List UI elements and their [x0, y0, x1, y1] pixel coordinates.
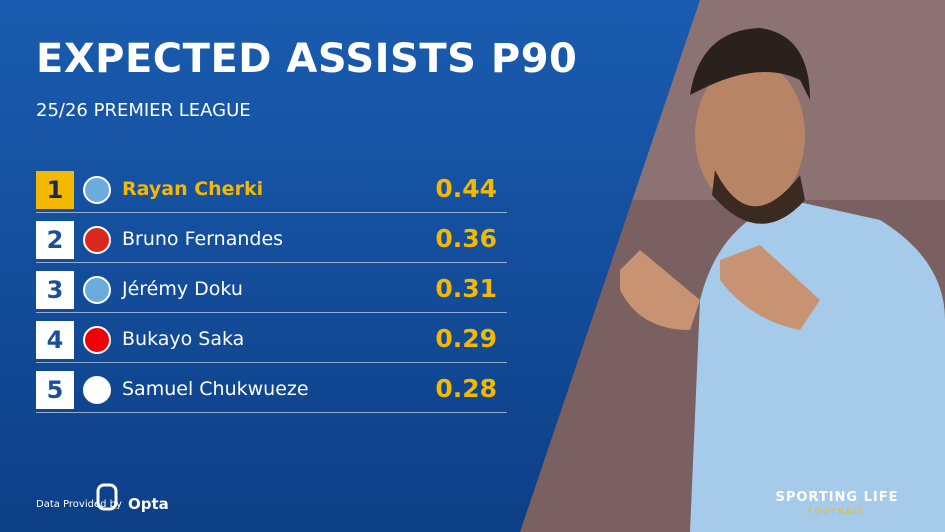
rank: 5 [36, 371, 74, 409]
club-badge [83, 176, 111, 204]
brand-sub: FOOTBALL [808, 507, 866, 516]
title: EXPECTED ASSISTS P90 [36, 36, 578, 82]
rank: 2 [36, 221, 74, 259]
player-hand [620, 250, 700, 330]
provider: Opta [128, 495, 169, 513]
value: 0.28 [435, 374, 497, 403]
credit: Data Provided by [36, 499, 122, 510]
club-badge [83, 326, 111, 354]
rank: 1 [36, 171, 74, 209]
rank: 3 [36, 271, 74, 309]
player-hand [720, 245, 820, 330]
table-row: 5 Samuel Chukwueze 0.28 [36, 368, 507, 413]
club-badge [83, 376, 111, 404]
player-shirt [690, 200, 945, 532]
subtitle: 25/26 PREMIER LEAGUE [36, 100, 251, 121]
player-head [695, 60, 805, 210]
player-name: Jérémy Doku [122, 278, 243, 300]
table-row: 1 Rayan Cherki 0.44 [36, 168, 507, 213]
table-row: 2 Bruno Fernandes 0.36 [36, 218, 507, 263]
brand: SPORTING LIFE [775, 490, 899, 505]
value: 0.36 [435, 224, 497, 253]
table-row: 3 Jérémy Doku 0.31 [36, 268, 507, 313]
club-badge [83, 276, 111, 304]
rank: 4 [36, 321, 74, 359]
club-badge [83, 226, 111, 254]
player-name: Samuel Chukwueze [122, 378, 309, 400]
player-name: Bukayo Saka [122, 328, 245, 350]
player-name: Rayan Cherki [122, 178, 264, 200]
value: 0.31 [435, 274, 497, 303]
value: 0.44 [435, 174, 497, 203]
table-row: 4 Bukayo Saka 0.29 [36, 318, 507, 363]
value: 0.29 [435, 324, 497, 353]
player-name: Bruno Fernandes [122, 228, 284, 250]
